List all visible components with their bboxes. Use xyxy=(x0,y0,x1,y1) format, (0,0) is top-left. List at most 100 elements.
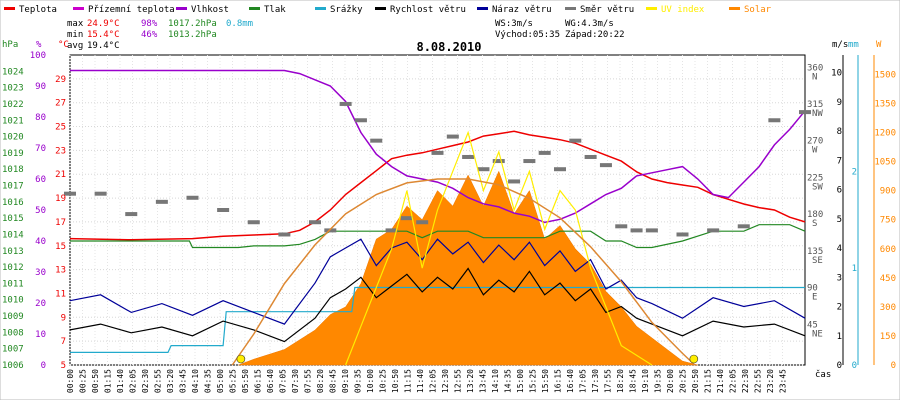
legend-swatch xyxy=(565,7,576,10)
wind-dir-mark xyxy=(768,118,781,123)
tick-label-time: 22:05 xyxy=(729,369,738,393)
wind-dir-mark xyxy=(462,154,475,159)
tick-label-hpa: 1024 xyxy=(2,67,24,77)
tick-label-time: 17:30 xyxy=(591,369,600,393)
tick-label-dir: 90 xyxy=(807,284,818,294)
legend-item: Přízemní teplota xyxy=(73,5,175,15)
tick-label-time: 21:15 xyxy=(704,369,713,393)
tick-label-temp: 11 xyxy=(55,289,66,299)
wind-dir-mark xyxy=(354,118,367,123)
wind-dir-mark xyxy=(155,199,168,204)
tick-label-time: 21:40 xyxy=(716,369,725,393)
tick-label-temp: 23 xyxy=(55,146,66,156)
tick-label-pct: 80 xyxy=(35,113,46,123)
tick-label-temp: 29 xyxy=(55,75,66,85)
tick-label-hpa: 1022 xyxy=(2,100,24,110)
legend-item: Solar xyxy=(729,5,772,15)
wind-dir-mark xyxy=(125,212,138,217)
tick-label-time: 09:10 xyxy=(341,369,350,393)
legend-label: Rychlost větru xyxy=(390,5,466,15)
tick-label-time: 16:40 xyxy=(566,369,575,393)
tick-label-time: 00:50 xyxy=(91,369,100,393)
tick-label-ms: 2 xyxy=(837,303,842,313)
legend-label: Přízemní teplota xyxy=(88,5,175,15)
tick-label-ms: 9 xyxy=(837,98,842,108)
wind-dir-mark xyxy=(737,224,750,229)
legend-item: Rychlost větru xyxy=(375,5,466,15)
tick-label-hpa: 1012 xyxy=(2,263,24,273)
tick-label-time: 14:10 xyxy=(491,369,500,393)
tick-label-hpa: 1020 xyxy=(2,133,24,143)
tick-label-ms: 4 xyxy=(837,244,842,254)
tick-label-time: 19:10 xyxy=(641,369,650,393)
tick-label-hpa: 1008 xyxy=(2,328,24,338)
tick-label-hpa: 1023 xyxy=(2,84,24,94)
tick-label-hpa: 1014 xyxy=(2,230,24,240)
stat-min-label: min xyxy=(67,30,83,40)
stat-avg-temp: 19.4°C xyxy=(87,41,120,51)
legend-swatch xyxy=(315,7,326,10)
wind-dir-mark xyxy=(508,179,521,184)
tick-label-time: 13:20 xyxy=(466,369,475,393)
tick-label-time: 22:55 xyxy=(754,369,763,393)
tick-label-hpa: 1016 xyxy=(2,198,24,208)
tick-label-time: 17:05 xyxy=(579,369,588,393)
wind-dir-mark xyxy=(446,134,459,139)
legend-swatch xyxy=(477,7,488,10)
tick-label-w: 600 xyxy=(880,245,896,255)
wind-dir-mark xyxy=(523,159,536,164)
tick-label-temp: 27 xyxy=(55,99,66,109)
tick-label-temp: 25 xyxy=(55,123,66,133)
legend-swatch xyxy=(4,7,15,10)
tick-label-temp: 7 xyxy=(61,337,66,347)
wind-dir-mark xyxy=(370,138,383,143)
tick-label-time: 02:05 xyxy=(129,369,138,393)
legend-swatch xyxy=(73,7,84,10)
tick-label-w: 300 xyxy=(880,303,896,313)
tick-label-pct: 100 xyxy=(30,51,46,61)
wind-dir-mark xyxy=(492,159,505,164)
tick-label-w: 1350 xyxy=(874,99,896,109)
tick-label-time: 07:30 xyxy=(291,369,300,393)
tick-label-w: 1500 xyxy=(874,70,896,80)
stat-max-label: max xyxy=(67,19,84,29)
tick-label-time: 02:30 xyxy=(141,369,150,393)
tick-label-time: 03:20 xyxy=(166,369,175,393)
tick-label-dir: S xyxy=(812,219,817,229)
tick-label-hpa: 1021 xyxy=(2,116,24,126)
tick-label-time: 17:55 xyxy=(604,369,613,393)
tick-label-time: 01:40 xyxy=(116,369,125,393)
tick-label-time: 10:50 xyxy=(391,369,400,393)
stat-max-hum: 98% xyxy=(141,19,158,29)
tick-label-w: 150 xyxy=(880,332,896,342)
tick-label-time: 23:20 xyxy=(766,369,775,393)
legend-label: Tlak xyxy=(264,5,286,15)
wind-dir-mark xyxy=(645,228,658,233)
wind-dir-mark xyxy=(416,220,429,225)
tick-label-time: 01:15 xyxy=(104,369,113,393)
tick-label-w: 900 xyxy=(880,187,896,197)
tick-label-w: 1050 xyxy=(874,158,896,168)
tick-label-ms: 0 xyxy=(837,361,842,371)
tick-label-w: 750 xyxy=(880,216,896,226)
legend-item: Vlhkost xyxy=(176,5,229,15)
tick-label-hpa: 1018 xyxy=(2,165,24,175)
wind-dir-mark xyxy=(630,228,643,233)
stat-min-hum: 46% xyxy=(141,30,158,40)
wind-dir-mark xyxy=(799,110,811,115)
legend-label: Solar xyxy=(744,5,772,15)
legend-item: Tlak xyxy=(249,5,286,15)
wind-dir-mark xyxy=(569,138,582,143)
wind-dir-mark xyxy=(554,167,566,172)
tick-label-dir: NW xyxy=(812,109,823,119)
tick-label-ms: 5 xyxy=(837,215,842,225)
wind-dir-mark xyxy=(247,220,260,225)
axis-unit-w: W xyxy=(876,40,882,50)
tick-label-time: 20:00 xyxy=(666,369,675,393)
wind-dir-mark xyxy=(599,163,612,168)
tick-label-temp: 21 xyxy=(55,170,66,180)
tick-label-dir: N xyxy=(812,72,817,82)
info-sunrise: Východ:05:35 xyxy=(495,30,560,40)
tick-label-time: 20:25 xyxy=(679,369,688,393)
tick-label-hpa: 1009 xyxy=(2,312,24,322)
